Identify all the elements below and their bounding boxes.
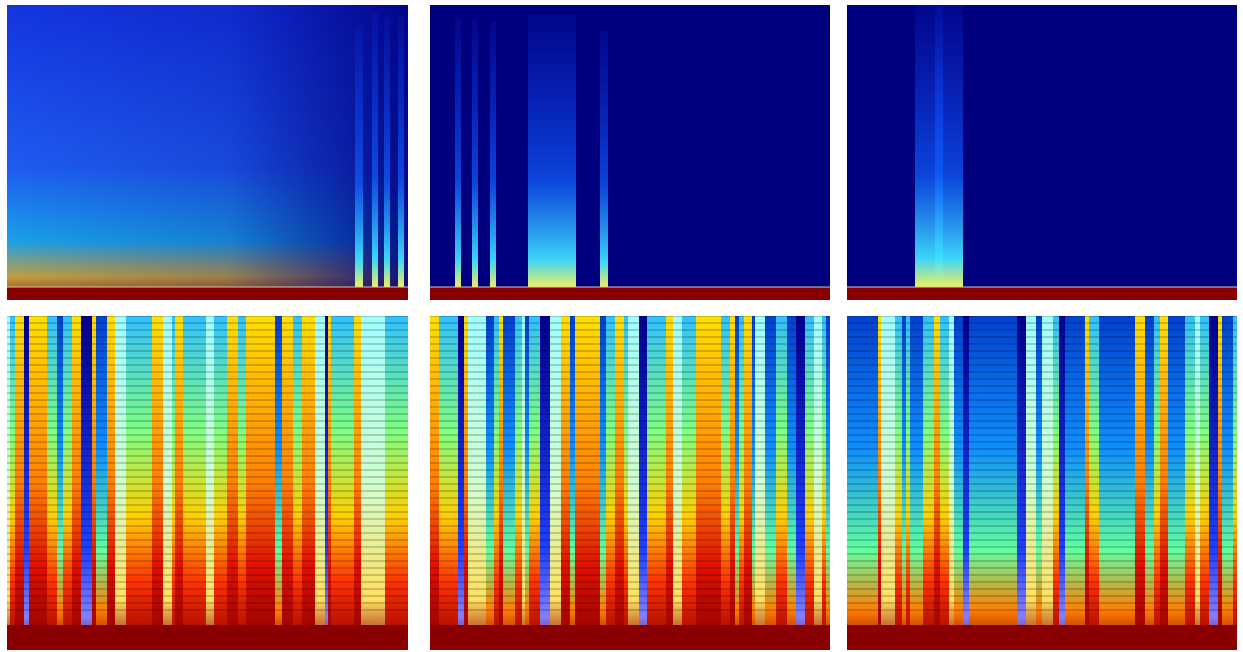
- streak: [528, 15, 576, 287]
- floor: [7, 287, 408, 300]
- floor-edge: [430, 286, 830, 288]
- floor: [7, 625, 408, 650]
- texture: [430, 316, 830, 616]
- streak: [935, 5, 943, 287]
- bottom-panel: [430, 316, 830, 650]
- texture: [847, 316, 1237, 616]
- floor-edge: [7, 286, 408, 288]
- top-left-panel: [7, 5, 408, 300]
- streak: [372, 13, 378, 287]
- streak: [490, 21, 496, 287]
- bottom-panel: [7, 316, 408, 650]
- floor: [847, 287, 1237, 300]
- streak: [398, 15, 404, 287]
- floor: [847, 625, 1237, 650]
- streak: [384, 17, 390, 287]
- streak: [355, 25, 363, 287]
- floor: [430, 287, 830, 300]
- panel-shade: [7, 5, 408, 300]
- floor: [430, 625, 830, 650]
- texture: [7, 316, 408, 616]
- streak: [472, 19, 478, 287]
- top-right-panel: [847, 5, 1237, 300]
- bottom-panel: [847, 316, 1237, 650]
- streak: [600, 31, 608, 287]
- streak: [455, 17, 461, 287]
- panel-bg: [847, 5, 1237, 300]
- bottom-row: [7, 316, 1237, 650]
- floor-edge: [847, 286, 1237, 288]
